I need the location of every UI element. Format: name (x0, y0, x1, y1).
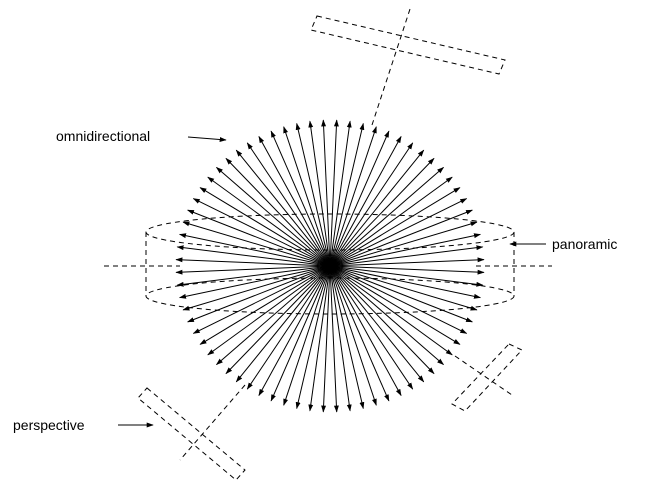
ray-arrow (329, 265, 365, 410)
ray-arrow (182, 221, 331, 267)
ray-arrow (207, 265, 331, 356)
panoramic-cylinder (104, 213, 552, 315)
ray-arrow (215, 166, 331, 267)
ray-arrow (192, 265, 331, 334)
ray-arrow (329, 265, 468, 334)
ray-arrow (295, 122, 331, 267)
ray-arrow (329, 265, 481, 299)
ray-arrow (270, 130, 331, 267)
ray-arrow (329, 130, 390, 267)
ray-arrow (225, 157, 331, 267)
ray-arrow (176, 265, 331, 287)
omnidirectional-rays (175, 119, 485, 413)
ray-arrow (258, 135, 331, 267)
optical-axis-bottom-left (179, 384, 246, 461)
ray-arrow (329, 265, 435, 375)
label-arrows (118, 136, 546, 428)
ray-arrow (258, 265, 331, 397)
ray-arrow (329, 166, 445, 267)
ray-arrow (329, 265, 445, 366)
ray-arrow (308, 265, 331, 412)
ray-arrow (329, 265, 425, 383)
ray-arrow (175, 257, 331, 267)
ray-arrow (246, 265, 331, 390)
ray-arrow (329, 120, 352, 267)
ray-arrow (199, 265, 331, 345)
ray-arrow (295, 265, 331, 410)
ray-arrow (179, 265, 331, 299)
ray-arrow (329, 198, 468, 267)
ray-arrow (329, 265, 478, 311)
ray-arrow (329, 265, 402, 397)
image-plane-bottom-left (137, 387, 246, 481)
ray-arrow (329, 265, 390, 402)
ray-arrow (329, 265, 339, 413)
ray-arrow (283, 126, 331, 267)
ray-arrow (329, 265, 453, 356)
ray-arrow (329, 187, 461, 267)
ray-arrow (329, 265, 377, 406)
perspective-planes (137, 5, 523, 481)
cylinder-bottom-ellipse (145, 277, 515, 315)
ray-arrow (321, 119, 331, 267)
ray-arrow (225, 265, 331, 375)
ray-arrow (329, 265, 484, 287)
ray-arrow (329, 157, 435, 267)
ray-arrow (176, 245, 331, 267)
ray-arrow (179, 233, 331, 267)
image-plane-bottom-right (451, 343, 523, 412)
optical-axis-top (371, 5, 412, 126)
ray-arrow (283, 265, 331, 406)
ray-arrow (215, 265, 331, 366)
ray-arrow (329, 265, 485, 275)
ray-arrow (270, 265, 331, 402)
ray-arrow (187, 265, 331, 323)
ray-arrow (329, 233, 481, 267)
ray-arrow (175, 265, 331, 275)
ray-arrow (182, 265, 331, 311)
ray-arrow (329, 209, 473, 267)
ray-arrow (329, 265, 473, 323)
ray-arrow (329, 265, 461, 345)
ray-arrow (321, 265, 331, 413)
ray-arrow (329, 176, 453, 267)
cylinder-top-ellipse (145, 213, 515, 251)
ray-arrow (329, 149, 425, 267)
ray-arrow (329, 257, 485, 267)
omnidirectional-label: omnidirectional (56, 128, 151, 144)
ray-arrow (199, 187, 331, 267)
ray-arrow (329, 122, 365, 267)
ray-arrow (329, 245, 484, 267)
ray-arrow (329, 135, 402, 267)
ray-arrow (308, 120, 331, 267)
panoramic-label: panoramic (552, 236, 618, 252)
ray-arrow (246, 142, 331, 267)
perspective-label: perspective (13, 417, 85, 433)
ray-arrow (235, 265, 331, 383)
ray-arrow (187, 209, 331, 267)
ray-arrow (329, 265, 414, 390)
ray-arrow (329, 142, 414, 267)
ray-arrow (235, 149, 331, 267)
ray-arrow (329, 119, 339, 267)
image-plane-top (310, 15, 506, 75)
ray-arrow (329, 265, 352, 412)
omnidirectional-pointer (187, 136, 227, 142)
ray-arrow (207, 176, 331, 267)
ray-arrow (329, 126, 377, 267)
optical-axis-bottom-right (454, 355, 513, 396)
ray-arrow (329, 221, 478, 267)
ray-arrow (192, 198, 331, 267)
